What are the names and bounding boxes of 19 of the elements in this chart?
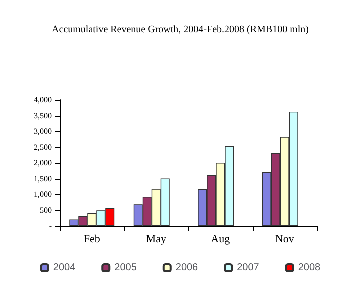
- legend-label: 2004: [53, 262, 76, 274]
- y-tick-label: 3,000: [34, 127, 52, 136]
- y-tick-label: 3,500: [34, 111, 52, 120]
- y-tick-label: -: [49, 222, 52, 230]
- legend-label: 2008: [298, 262, 322, 274]
- x-tick-label: Nov: [275, 234, 295, 246]
- y-tick-label: 1,000: [34, 190, 52, 199]
- y-tick-label: 2,000: [34, 158, 52, 168]
- x-tick-label: Feb: [84, 234, 101, 246]
- x-tick-label: Aug: [211, 234, 231, 246]
- y-tick-label: 4,000: [34, 96, 52, 104]
- x-tick-label: May: [146, 234, 167, 246]
- legend-label: 2007: [237, 262, 260, 274]
- y-tick-label: 2,500: [34, 142, 52, 152]
- legend-label: 2005: [114, 262, 138, 274]
- chart-title: Accumulative Revenue Growth, 2004-Feb.2008 (RMB100 mln): [52, 24, 309, 36]
- y-tick-label: 1,500: [34, 174, 52, 184]
- y-tick-label: 500: [40, 206, 52, 215]
- legend-label: 2006: [176, 262, 199, 274]
